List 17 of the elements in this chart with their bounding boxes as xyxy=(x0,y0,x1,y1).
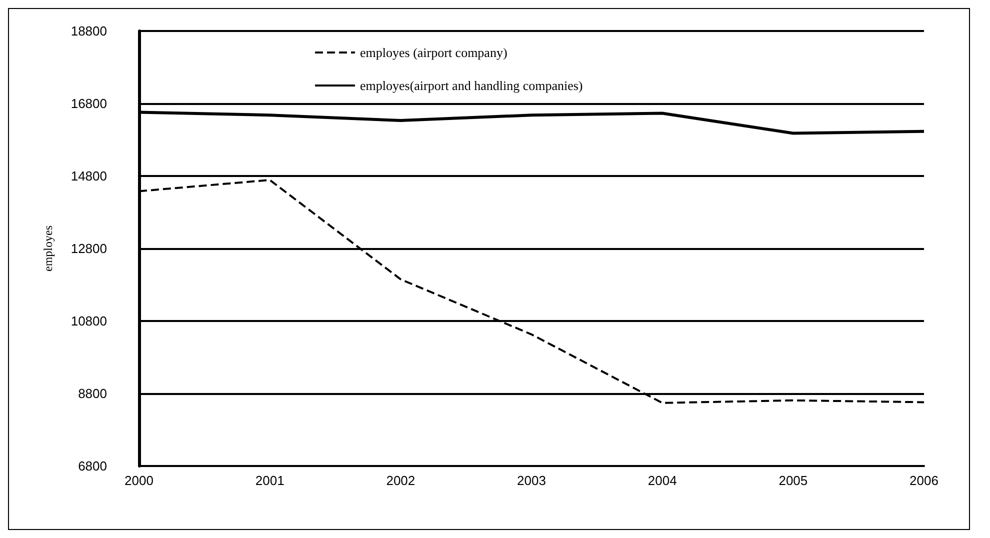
x-tick-label: 2002 xyxy=(386,473,416,488)
x-tick-label: 2006 xyxy=(910,473,938,488)
x-tick-label: 2000 xyxy=(124,473,154,488)
y-tick-label: 18800 xyxy=(70,24,107,38)
y-tick-label: 6800 xyxy=(78,458,107,474)
x-tick-label: 2004 xyxy=(648,473,677,488)
y-tick-label: 10800 xyxy=(70,314,107,328)
y-tick-label: 8800 xyxy=(78,386,107,401)
legend-label: employes(airport and handling companies) xyxy=(360,78,583,93)
legend-label: employes (airport company) xyxy=(360,45,508,60)
x-tick-label: 2001 xyxy=(255,473,284,488)
x-tick-label: 2005 xyxy=(778,473,808,488)
y-tick-label: 16800 xyxy=(70,96,107,111)
x-tick-label: 2003 xyxy=(517,473,546,488)
y-tick-label: 14800 xyxy=(70,168,107,184)
y-tick-label: 12800 xyxy=(70,241,107,256)
y-axis-title: employes xyxy=(41,225,55,272)
